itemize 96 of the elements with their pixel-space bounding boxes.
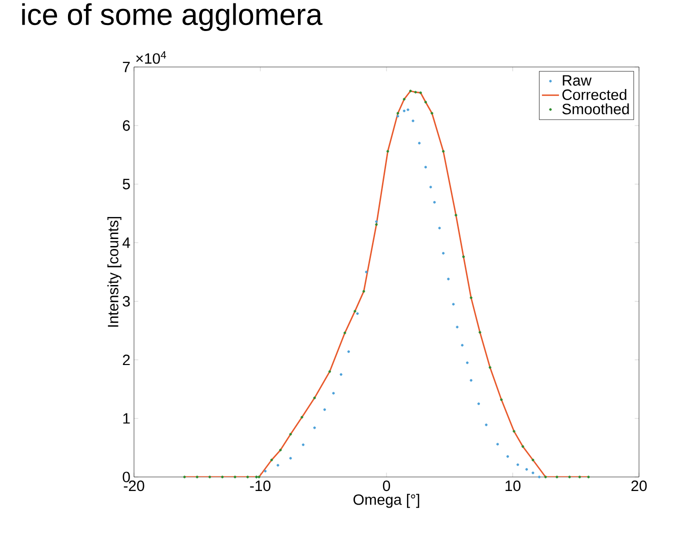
chart-title: ice of some agglomera [22, 3, 322, 32]
point [396, 112, 400, 115]
point [344, 332, 346, 334]
point [516, 463, 520, 466]
point [183, 476, 186, 478]
point [418, 142, 421, 144]
point [568, 476, 571, 478]
x-axis-title: Omega [°] [353, 494, 420, 508]
point [332, 392, 335, 395]
point [433, 200, 436, 204]
point [424, 166, 427, 168]
text: ×10$^{4}$ [136, 51, 166, 64]
point [456, 326, 459, 328]
point [375, 223, 378, 226]
y-tick-label: 1 [123, 413, 130, 424]
point [578, 476, 581, 478]
point [462, 255, 465, 258]
point [466, 361, 469, 364]
point [506, 455, 510, 458]
point [313, 426, 316, 430]
point [258, 476, 260, 478]
point [544, 476, 547, 478]
point [430, 112, 434, 115]
point [356, 312, 359, 315]
point [264, 470, 267, 472]
point [442, 150, 445, 153]
point [447, 278, 450, 280]
point [419, 91, 422, 94]
point [477, 402, 480, 406]
point [221, 476, 224, 478]
point [302, 443, 304, 446]
legend-label: Smoothed [562, 103, 629, 114]
x-tick-label: 20 [631, 480, 647, 492]
point [279, 448, 282, 452]
point [488, 366, 492, 369]
point [246, 476, 249, 478]
point [538, 476, 541, 478]
point [484, 424, 488, 426]
point [328, 370, 331, 373]
legend-label: Raw [562, 75, 592, 86]
point [500, 398, 503, 401]
x-tick-label: 0 [382, 480, 390, 492]
y-tick-label: 7 [122, 62, 130, 72]
y-tick-label: 3 [122, 296, 130, 307]
point [414, 90, 417, 94]
point [289, 456, 292, 460]
y-axis-title: Intensity [counts] [107, 217, 122, 327]
point [442, 252, 445, 255]
point [347, 350, 350, 353]
point [340, 373, 342, 376]
point [406, 108, 410, 112]
point [323, 408, 326, 411]
point [270, 458, 273, 462]
point [587, 476, 590, 478]
point [276, 464, 280, 467]
x-tick-label: -10 [250, 480, 270, 492]
point [452, 302, 455, 306]
point [429, 186, 432, 188]
point [300, 416, 304, 419]
point [532, 458, 534, 462]
point [402, 98, 406, 100]
point [478, 331, 482, 334]
point [409, 90, 412, 92]
point [375, 220, 378, 223]
point [512, 430, 516, 433]
point [424, 100, 427, 104]
point [525, 468, 528, 471]
point [460, 344, 464, 346]
point [234, 476, 236, 478]
x-tick-label: 10 [506, 480, 520, 492]
point [438, 226, 441, 230]
y-tick-label: 6 [122, 120, 130, 131]
point [313, 396, 316, 400]
point [522, 445, 524, 448]
point [496, 442, 499, 446]
point [208, 476, 212, 478]
point [196, 476, 198, 478]
point [386, 150, 390, 153]
x-tick-label: -20 [124, 480, 144, 492]
point [365, 270, 368, 274]
legend-label: Corrected [562, 89, 626, 100]
point [556, 476, 558, 478]
point [362, 290, 366, 293]
point [354, 310, 356, 313]
point [402, 110, 406, 112]
y-tick-label: 5 [122, 178, 130, 190]
y-tick-label: 2 [122, 354, 130, 366]
point [412, 120, 414, 122]
point [289, 432, 292, 436]
point [532, 472, 534, 474]
point [470, 379, 472, 382]
point [454, 214, 458, 216]
y-tick-label: 4 [122, 238, 130, 248]
point [396, 114, 400, 118]
y-tick-label: 0 [122, 472, 130, 482]
point [470, 296, 472, 300]
